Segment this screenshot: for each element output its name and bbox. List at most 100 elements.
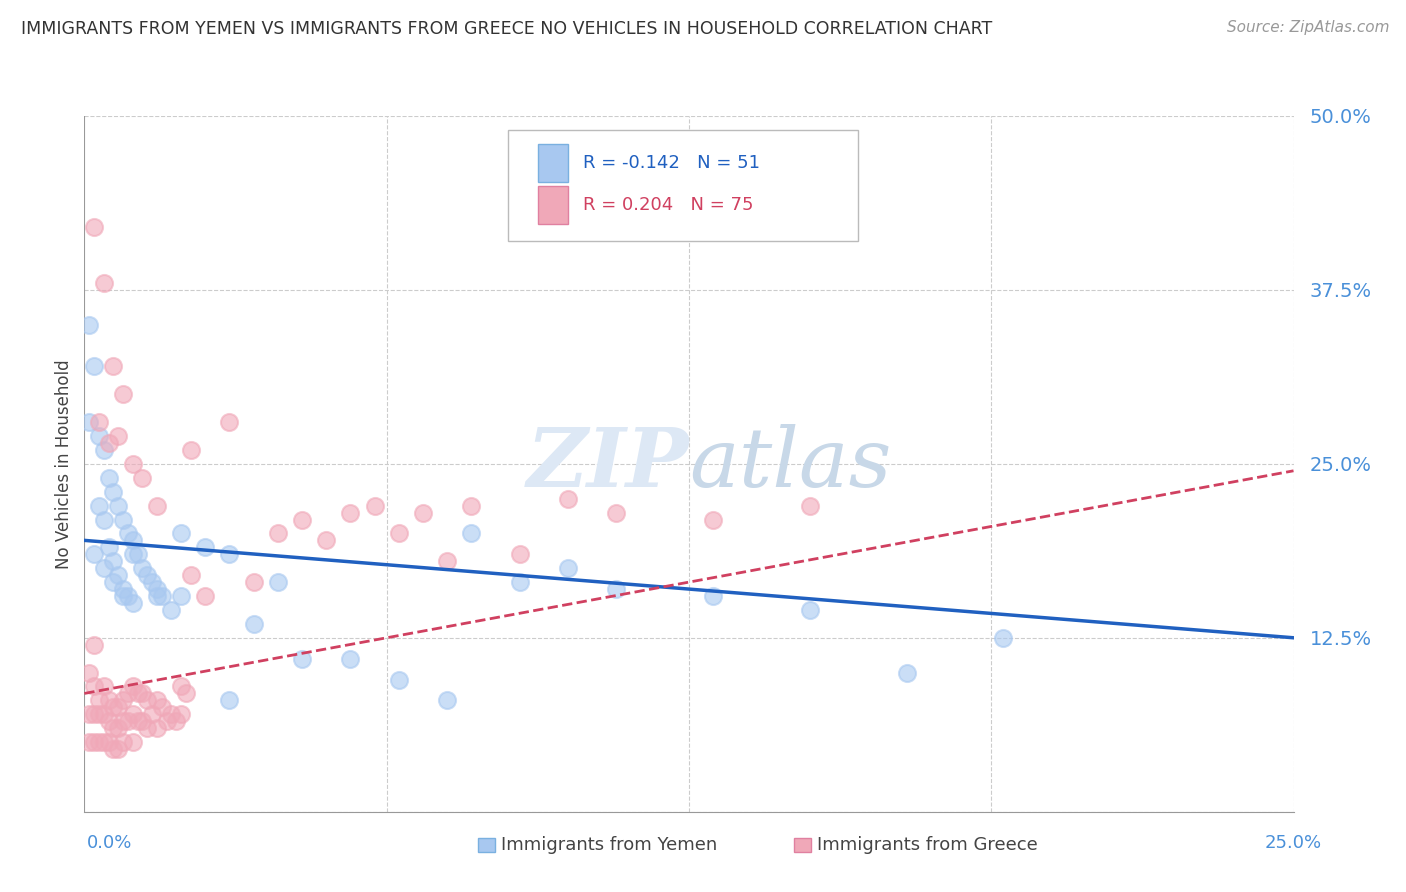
Point: [93, 680, 115, 694]
Point: [103, 700, 125, 714]
Point: [97, 541, 120, 555]
Point: [141, 575, 163, 590]
Point: [388, 526, 411, 541]
Point: [121, 680, 143, 694]
Point: [174, 686, 197, 700]
Point: [112, 735, 135, 749]
Point: [103, 359, 125, 374]
Point: [127, 714, 149, 729]
Point: [107, 721, 129, 735]
Point: [180, 442, 202, 457]
Point: [460, 526, 482, 541]
Point: [77, 735, 100, 749]
Point: [146, 499, 169, 513]
Text: R = -0.142   N = 51: R = -0.142 N = 51: [582, 154, 759, 172]
Point: [702, 589, 724, 603]
Text: Source: ZipAtlas.com: Source: ZipAtlas.com: [1226, 20, 1389, 35]
Point: [131, 561, 153, 575]
Text: Immigrants from Greece: Immigrants from Greece: [817, 836, 1038, 854]
Point: [77, 415, 100, 429]
Point: [339, 506, 361, 520]
Point: [103, 721, 125, 735]
Point: [97, 735, 120, 749]
Point: [93, 561, 115, 575]
Point: [557, 561, 579, 575]
Point: [460, 499, 482, 513]
Point: [136, 568, 159, 582]
Point: [117, 589, 139, 603]
Point: [103, 742, 125, 756]
Point: [112, 387, 135, 401]
Point: [112, 512, 135, 526]
Point: [170, 707, 193, 722]
Point: [131, 714, 153, 729]
Point: [127, 686, 149, 700]
Point: [315, 533, 337, 548]
Point: [87, 735, 110, 749]
Point: [436, 554, 458, 568]
Point: [107, 429, 129, 443]
Bar: [538, 186, 568, 224]
Point: [291, 512, 314, 526]
Point: [112, 582, 135, 596]
Point: [121, 457, 143, 471]
Point: [160, 707, 183, 722]
Point: [218, 547, 240, 561]
Point: [146, 721, 169, 735]
Point: [107, 568, 129, 582]
Point: [412, 506, 434, 520]
Point: [97, 471, 120, 485]
Point: [160, 603, 183, 617]
Point: [121, 735, 143, 749]
Point: [112, 589, 135, 603]
Point: [141, 707, 163, 722]
Point: [77, 707, 100, 722]
Point: [339, 651, 361, 665]
Text: R = 0.204   N = 75: R = 0.204 N = 75: [582, 196, 754, 214]
Point: [87, 429, 110, 443]
Point: [146, 693, 169, 707]
Point: [83, 547, 105, 561]
Point: [112, 693, 135, 707]
Text: IMMIGRANTS FROM YEMEN VS IMMIGRANTS FROM GREECE NO VEHICLES IN HOUSEHOLD CORRELA: IMMIGRANTS FROM YEMEN VS IMMIGRANTS FROM…: [21, 20, 993, 37]
Point: [194, 589, 217, 603]
Point: [557, 491, 579, 506]
Point: [436, 693, 458, 707]
Bar: [538, 144, 568, 182]
Point: [93, 276, 115, 290]
Point: [150, 589, 173, 603]
Point: [150, 700, 173, 714]
Point: [87, 415, 110, 429]
Point: [218, 415, 240, 429]
Point: [121, 596, 143, 610]
Point: [363, 499, 385, 513]
Point: [87, 693, 110, 707]
Point: [170, 680, 193, 694]
Point: [83, 220, 105, 235]
Point: [242, 616, 264, 631]
Point: [146, 589, 169, 603]
Point: [155, 714, 177, 729]
Point: [509, 575, 531, 590]
Point: [702, 512, 724, 526]
Text: 0.0%: 0.0%: [87, 834, 132, 852]
Point: [993, 631, 1015, 645]
Point: [97, 714, 120, 729]
Point: [93, 512, 115, 526]
FancyBboxPatch shape: [508, 130, 858, 241]
Point: [136, 693, 159, 707]
Point: [83, 359, 105, 374]
Point: [103, 484, 125, 499]
Point: [170, 589, 193, 603]
Point: [83, 707, 105, 722]
Point: [97, 436, 120, 450]
Point: [165, 714, 187, 729]
Point: [267, 526, 290, 541]
Point: [605, 582, 627, 596]
Point: [103, 554, 125, 568]
Point: [83, 735, 105, 749]
Point: [131, 471, 153, 485]
Point: [146, 582, 169, 596]
Point: [131, 686, 153, 700]
Text: 25.0%: 25.0%: [1264, 834, 1322, 852]
